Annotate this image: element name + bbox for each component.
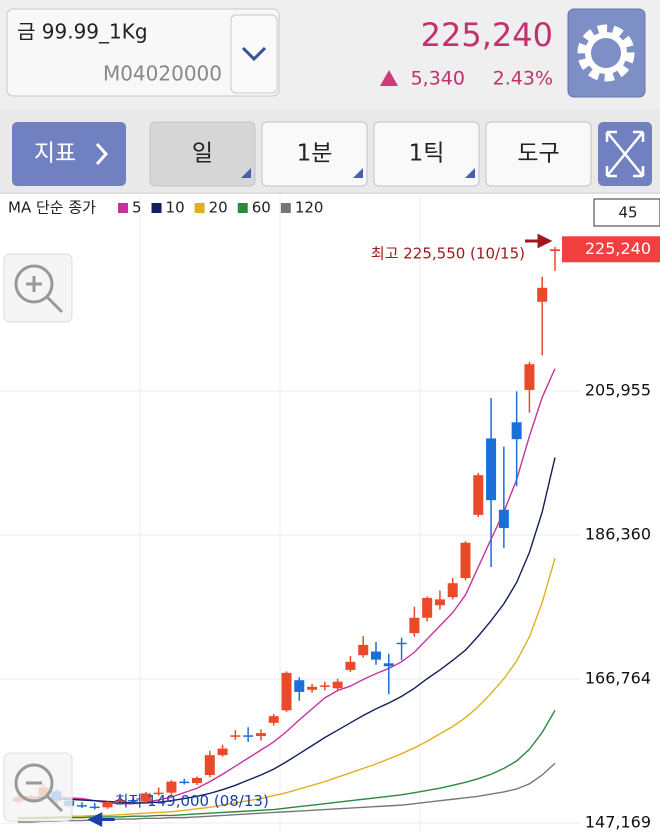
candle-body — [511, 422, 522, 440]
corner-mark — [241, 168, 251, 178]
tab-label: 1틱 — [409, 141, 445, 167]
ma-line — [18, 558, 556, 819]
settings-button[interactable] — [567, 8, 646, 98]
legend-title: MA 단순 종가 — [8, 199, 96, 217]
price: 225,240 — [421, 16, 553, 54]
tab-button[interactable] — [261, 121, 368, 187]
legend-label: 5 — [132, 199, 142, 217]
candle-body — [473, 475, 484, 515]
dropdown-button[interactable] — [230, 14, 278, 94]
legend-label: 60 — [252, 199, 271, 217]
zoom-icon — [26, 276, 64, 314]
candle-body — [332, 681, 343, 689]
y-tick-label: 205,955 — [585, 381, 651, 400]
zoom-icon — [14, 264, 54, 304]
candle-body — [204, 755, 215, 776]
last-price-tag — [562, 236, 660, 263]
symbol-box[interactable] — [6, 8, 280, 97]
tab-button[interactable] — [373, 121, 480, 187]
candle-body — [345, 661, 356, 670]
symbol-code: M04020000 — [103, 62, 222, 86]
change: 5,340 — [411, 68, 465, 90]
candle-body — [396, 642, 407, 645]
symbol-title: 금 99.99_1Kg — [17, 20, 148, 44]
candle-body — [460, 542, 471, 579]
candle-body — [102, 802, 113, 808]
corner-mark — [465, 168, 475, 178]
candle-body — [383, 663, 394, 667]
period-count: 45 — [618, 204, 637, 222]
y-tick-label: 186,360 — [585, 524, 651, 543]
tab-button[interactable] — [149, 121, 256, 187]
candle-body — [166, 781, 177, 793]
period-box — [593, 198, 660, 227]
candle-body — [422, 597, 433, 618]
candle-body — [307, 686, 318, 690]
legend-swatch — [280, 203, 291, 213]
candle-body — [281, 672, 292, 711]
y-tick-label: 166,764 — [585, 669, 651, 688]
candle-body — [140, 793, 151, 802]
candle-body — [524, 364, 535, 390]
indicator-button[interactable] — [12, 122, 126, 186]
candle-body — [217, 748, 228, 756]
tab-label: 일 — [192, 141, 213, 167]
low-label: 최저 149,000 (08/13) — [115, 792, 269, 810]
change-pct: 2.43% — [493, 68, 553, 90]
ma-line — [18, 709, 556, 820]
candle-body — [268, 716, 279, 723]
up-icon — [380, 70, 398, 86]
legend-swatch — [151, 203, 162, 213]
tab-label: 1분 — [297, 141, 333, 167]
candle-body — [294, 680, 305, 692]
corner-mark — [353, 168, 363, 178]
candle-body — [128, 799, 139, 802]
legend-swatch — [237, 203, 248, 213]
candle-body — [319, 685, 330, 687]
fullscreen-icon — [605, 130, 645, 178]
candle-body — [192, 777, 202, 784]
gear-icon — [577, 24, 635, 82]
y-tick-label: 147,169 — [585, 812, 651, 831]
candle-body — [550, 249, 560, 252]
legend-label: 10 — [166, 199, 185, 217]
candle-body — [498, 509, 509, 529]
candle-body — [89, 806, 100, 809]
candle-body — [358, 644, 369, 656]
candle-body — [243, 735, 254, 737]
zoom-icon — [26, 781, 64, 813]
legend-label: 20 — [209, 199, 228, 217]
tab-button[interactable] — [485, 121, 592, 187]
ma-line — [17, 368, 556, 805]
chevron-icon — [241, 46, 267, 62]
candle-body — [447, 583, 458, 598]
chevron-icon — [95, 142, 109, 166]
candle-body — [230, 735, 241, 737]
candle-body — [153, 792, 164, 795]
candle-body — [115, 799, 126, 803]
legend-swatch — [194, 203, 205, 213]
legend-swatch — [118, 203, 128, 213]
high-arrow — [525, 233, 553, 249]
candle-body — [486, 438, 497, 501]
candle-body — [371, 651, 381, 660]
indicator-label: 지표 — [34, 141, 76, 167]
tab-label: 도구 — [517, 141, 559, 167]
zoom-icon — [14, 763, 54, 803]
legend-label: 120 — [295, 199, 324, 217]
candle-body — [179, 781, 190, 784]
last-price-label: 225,240 — [585, 239, 651, 258]
candle-body — [76, 805, 87, 807]
candle-body — [434, 599, 445, 606]
candle-body — [537, 287, 548, 302]
candle-body — [409, 617, 420, 634]
high-label: 최고 225,550 (10/15) — [371, 245, 525, 263]
candle-body — [255, 733, 266, 737]
low-arrow — [87, 812, 115, 827]
